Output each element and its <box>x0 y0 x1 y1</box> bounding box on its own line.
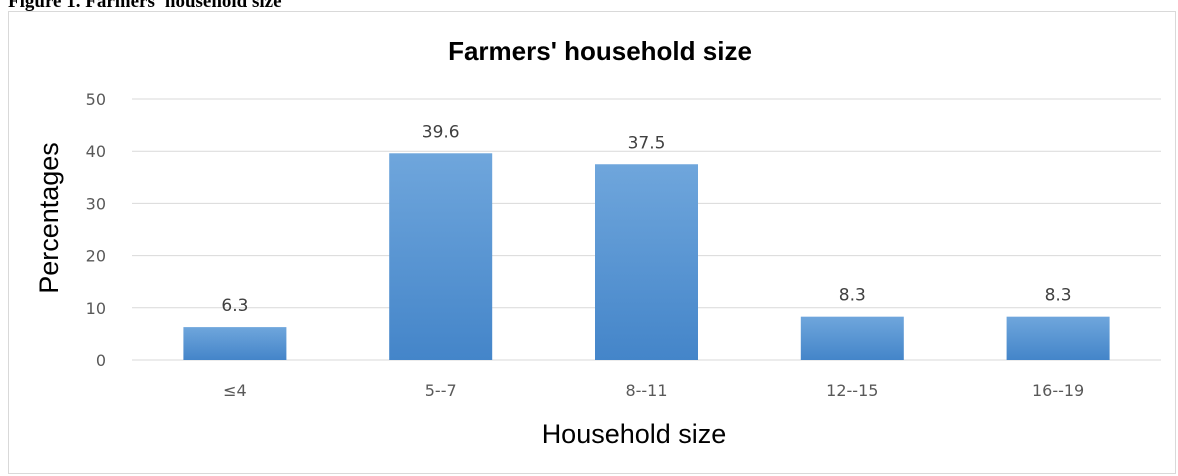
data-label-2: 37.5 <box>628 133 666 153</box>
x-axis-ticks: ≤4 5--7 8--11 12--15 16--19 <box>223 381 1084 400</box>
x-tick-label-1: 5--7 <box>425 381 457 400</box>
x-tick-label-2: 8--11 <box>625 381 667 400</box>
y-tick-label: 20 <box>86 247 106 266</box>
bar-3 <box>800 316 904 360</box>
chart-frame <box>8 11 1176 474</box>
bar-2 <box>595 164 698 360</box>
data-label-4: 8.3 <box>1045 286 1072 306</box>
x-axis-title: Household size <box>542 419 727 449</box>
figure-caption: Figure 1. Farmers' household size <box>8 0 282 12</box>
y-axis-ticks: 0 10 20 30 40 50 <box>86 90 106 370</box>
data-label-3: 8.3 <box>839 286 866 306</box>
y-tick-label: 50 <box>86 90 106 109</box>
bars <box>183 153 1110 360</box>
data-labels: 6.3 39.6 37.5 8.3 8.3 <box>221 122 1071 316</box>
y-tick-label: 10 <box>86 299 106 318</box>
x-tick-label-3: 12--15 <box>826 381 878 400</box>
chart-title: Farmers' household size <box>448 36 752 66</box>
data-label-1: 39.6 <box>422 122 460 142</box>
data-label-0: 6.3 <box>221 296 248 316</box>
y-axis-title: Percentages <box>34 142 64 294</box>
y-tick-label: 40 <box>86 142 106 161</box>
y-tick-label: 30 <box>86 194 106 213</box>
bar-4 <box>1006 316 1110 360</box>
bar-1 <box>389 153 493 360</box>
x-tick-label-4: 16--19 <box>1032 381 1084 400</box>
x-tick-label-0: ≤4 <box>223 381 247 400</box>
y-tick-label: 0 <box>96 351 106 370</box>
bar-0 <box>183 327 287 360</box>
